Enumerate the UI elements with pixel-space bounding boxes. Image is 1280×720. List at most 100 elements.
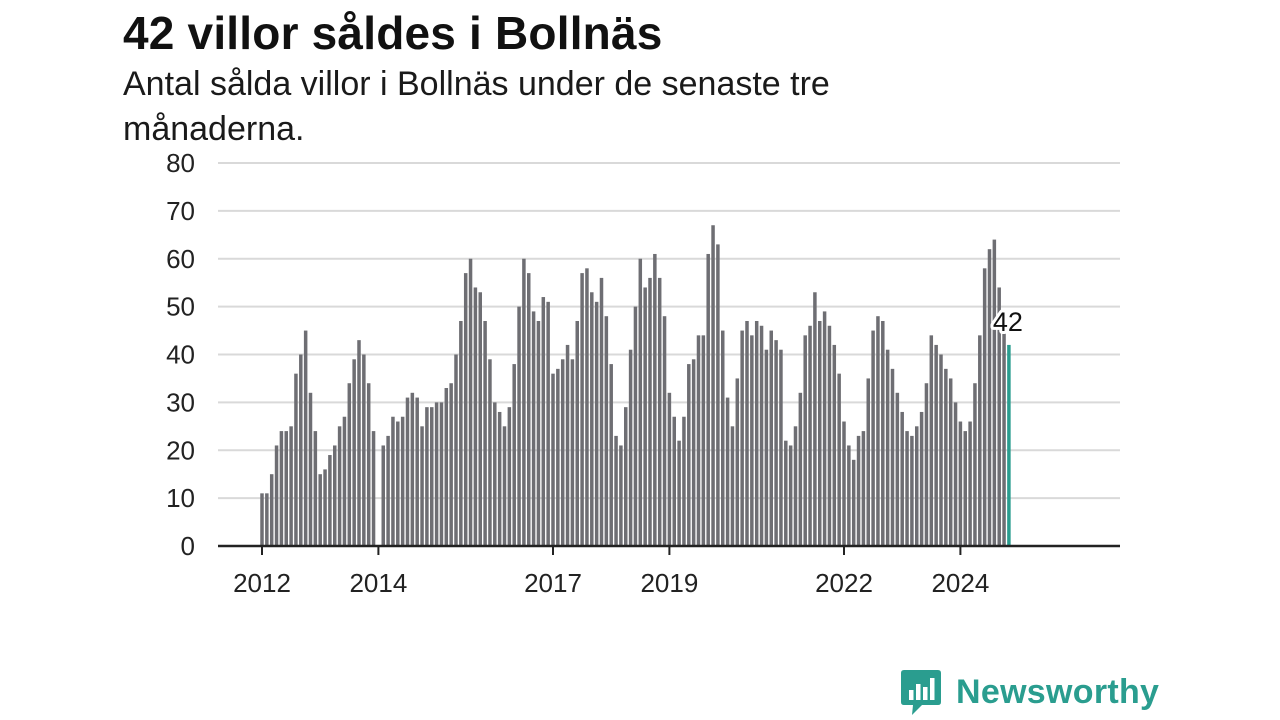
bar [468, 258, 473, 546]
bar [628, 349, 633, 546]
bar [691, 359, 696, 546]
bar [682, 416, 686, 546]
bar [953, 402, 958, 547]
bar [851, 459, 856, 546]
bar [502, 426, 507, 546]
x-tick-label: 2022 [815, 568, 873, 598]
bar [978, 335, 982, 546]
bar [604, 316, 609, 546]
chart-title: 42 villor såldes i Bollnäs [123, 7, 663, 59]
bar [585, 268, 589, 546]
bar-series [260, 225, 1011, 547]
bar [818, 320, 822, 546]
bar [473, 287, 478, 546]
bar [876, 316, 880, 546]
bar [269, 474, 274, 546]
bar [968, 421, 972, 546]
bar [929, 335, 934, 546]
y-tick-label: 70 [166, 196, 195, 226]
bar [294, 373, 298, 546]
bar [609, 364, 613, 546]
bar [323, 469, 327, 546]
bar [944, 368, 948, 546]
bar [861, 431, 866, 546]
bar [919, 411, 924, 546]
bar [958, 421, 963, 546]
bar [696, 335, 701, 546]
bar [493, 402, 497, 547]
bar [405, 397, 410, 546]
bar [803, 335, 807, 546]
bar [711, 225, 715, 547]
bar [430, 407, 434, 546]
bar [536, 320, 541, 546]
bar [725, 397, 730, 546]
bar [706, 253, 710, 546]
bar [885, 349, 890, 546]
bar [527, 273, 531, 546]
bar [745, 320, 749, 546]
bar [1002, 325, 1006, 546]
bar [459, 320, 463, 546]
bar [890, 368, 895, 546]
bar [764, 349, 769, 546]
bar [439, 402, 444, 547]
bar [260, 493, 264, 546]
bar [308, 392, 313, 546]
bar [333, 445, 337, 546]
bar [832, 344, 837, 546]
bar [556, 368, 560, 546]
y-tick-label: 30 [166, 387, 195, 417]
bar [662, 316, 667, 546]
bar [808, 325, 812, 546]
bar [774, 340, 778, 546]
bar [488, 359, 492, 546]
bar [590, 292, 594, 546]
bar [594, 301, 599, 546]
bar [881, 320, 885, 546]
bar [337, 426, 342, 546]
bar [813, 292, 817, 546]
bar [716, 244, 720, 546]
bar [391, 416, 395, 546]
bar [798, 392, 803, 546]
bar [265, 493, 269, 546]
bar [551, 373, 555, 546]
bar [793, 426, 798, 546]
bar [357, 340, 361, 546]
bar [910, 435, 914, 546]
bar [948, 378, 953, 546]
brand-logo: Newsworthy [900, 668, 1159, 716]
bar [454, 354, 458, 546]
bar [580, 273, 584, 546]
bar [541, 297, 546, 546]
bar [575, 320, 579, 546]
bar [837, 373, 841, 546]
y-axis: 0 10 20 30 40 50 60 70 80 [166, 148, 195, 561]
bar [279, 431, 284, 546]
x-tick-label: 2014 [349, 568, 407, 598]
bar [497, 411, 502, 546]
bar [648, 277, 652, 546]
bar [895, 392, 900, 546]
bar [381, 445, 385, 546]
bar [905, 431, 909, 546]
bar [701, 335, 706, 546]
bar [740, 330, 744, 546]
y-tick-label: 60 [166, 244, 195, 274]
y-tick-label: 10 [166, 483, 195, 513]
bar [827, 325, 832, 546]
bar [449, 383, 453, 546]
bar [396, 421, 400, 546]
bar [735, 378, 740, 546]
bar [638, 258, 643, 546]
bar [614, 435, 618, 546]
bar [531, 311, 536, 546]
bar [546, 301, 550, 546]
x-tick-label: 2017 [524, 568, 582, 598]
newsworthy-logo-icon [901, 670, 941, 715]
bar [299, 354, 303, 546]
bar [633, 306, 638, 547]
bar [653, 253, 657, 546]
